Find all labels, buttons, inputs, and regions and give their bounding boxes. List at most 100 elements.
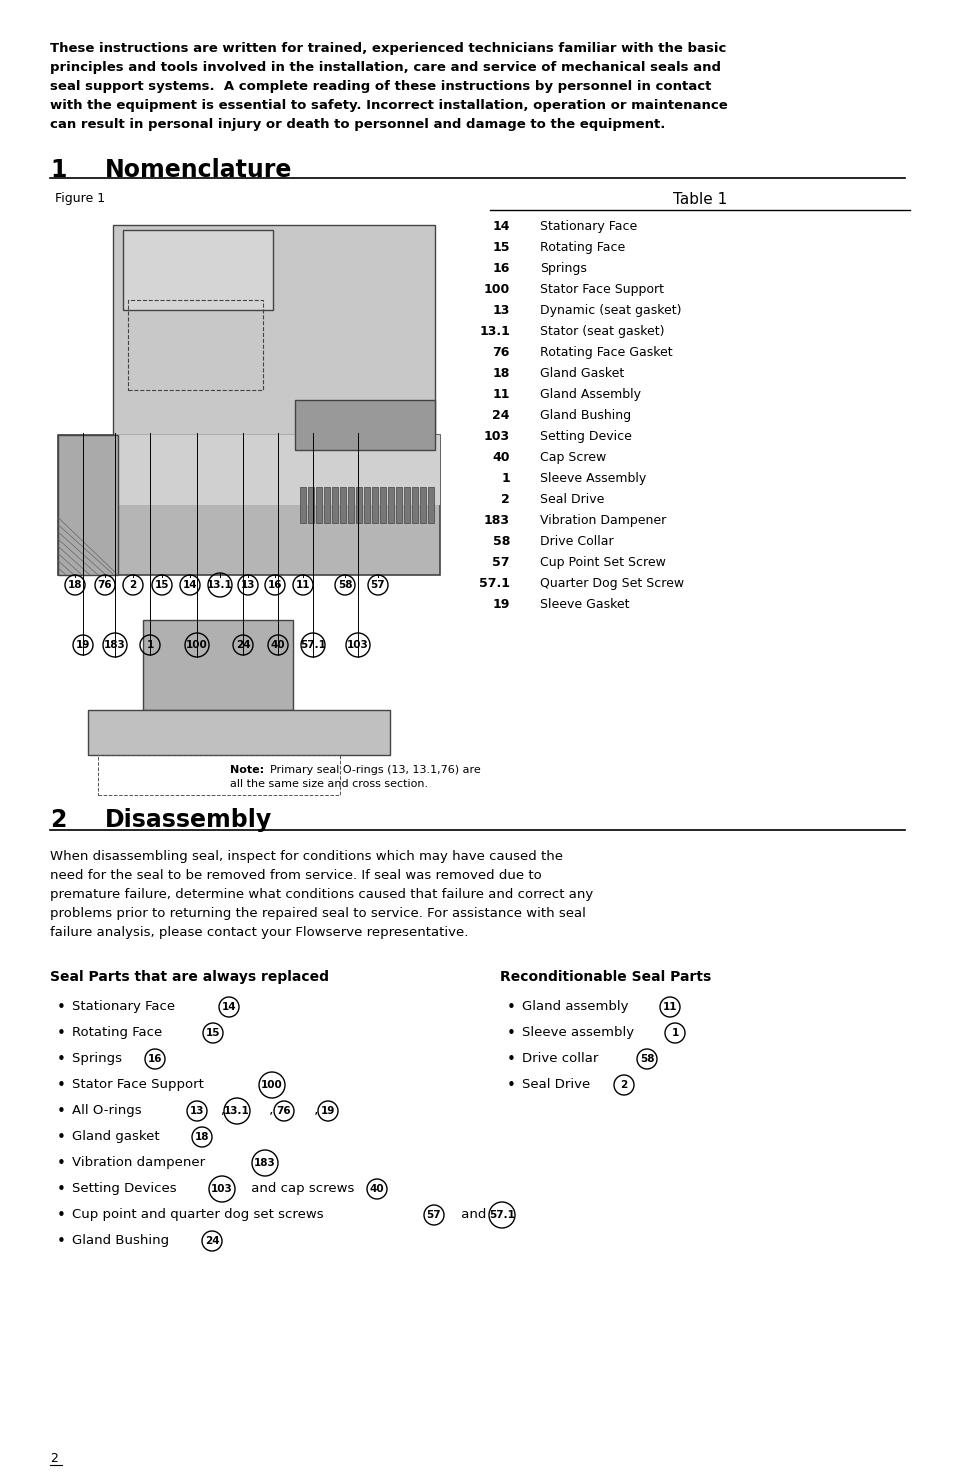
Text: Disassembly: Disassembly <box>105 808 272 832</box>
Bar <box>294 400 435 450</box>
Text: 1: 1 <box>146 640 153 650</box>
Text: 14: 14 <box>492 220 510 233</box>
Text: Gland Assembly: Gland Assembly <box>539 388 640 401</box>
Bar <box>332 487 337 524</box>
Text: 2: 2 <box>500 493 510 506</box>
Text: 24: 24 <box>492 409 510 422</box>
Text: Cap Screw: Cap Screw <box>539 451 605 465</box>
Bar <box>412 487 417 524</box>
Text: 2: 2 <box>619 1080 627 1090</box>
Text: •: • <box>506 1078 516 1093</box>
Text: 13.1: 13.1 <box>478 324 510 338</box>
Bar <box>308 487 314 524</box>
Text: Cup Point Set Screw: Cup Point Set Screw <box>539 556 665 569</box>
Bar <box>355 487 361 524</box>
Text: and: and <box>456 1208 490 1221</box>
Bar <box>88 709 390 755</box>
Text: 13.1: 13.1 <box>207 580 233 590</box>
Text: ,: , <box>310 1103 318 1117</box>
Text: These instructions are written for trained, experienced technicians familiar wit: These instructions are written for train… <box>50 41 725 55</box>
Text: Quarter Dog Set Screw: Quarter Dog Set Screw <box>539 577 683 590</box>
Text: principles and tools involved in the installation, care and service of mechanica: principles and tools involved in the ins… <box>50 60 720 74</box>
Text: •: • <box>57 1156 66 1171</box>
Bar <box>419 487 426 524</box>
Text: Gland Bushing: Gland Bushing <box>539 409 631 422</box>
Text: 18: 18 <box>492 367 510 381</box>
Text: 100: 100 <box>483 283 510 296</box>
Text: •: • <box>506 1000 516 1015</box>
Text: Figure 1: Figure 1 <box>55 192 105 205</box>
Text: premature failure, determine what conditions caused that failure and correct any: premature failure, determine what condit… <box>50 888 593 901</box>
Text: 2: 2 <box>130 580 136 590</box>
Polygon shape <box>58 435 118 575</box>
Text: 183: 183 <box>104 640 126 650</box>
Text: 76: 76 <box>97 580 112 590</box>
Text: 19: 19 <box>492 597 510 611</box>
Text: 76: 76 <box>276 1106 291 1117</box>
Text: 57: 57 <box>371 580 385 590</box>
Text: •: • <box>57 1027 66 1041</box>
Text: 1: 1 <box>500 472 510 485</box>
Text: •: • <box>506 1052 516 1066</box>
Text: Table 1: Table 1 <box>672 192 726 206</box>
Bar <box>372 487 377 524</box>
Text: 13: 13 <box>240 580 255 590</box>
Text: Gland assembly: Gland assembly <box>521 1000 632 1013</box>
Text: 103: 103 <box>483 431 510 442</box>
Text: 15: 15 <box>154 580 169 590</box>
Text: and cap screws: and cap screws <box>247 1181 362 1195</box>
Text: 103: 103 <box>347 640 369 650</box>
Text: Vibration Dampener: Vibration Dampener <box>539 513 665 527</box>
Text: Seal Drive: Seal Drive <box>521 1078 590 1092</box>
Text: 11: 11 <box>492 388 510 401</box>
Text: Setting Device: Setting Device <box>539 431 631 442</box>
Text: Gland Gasket: Gland Gasket <box>539 367 623 381</box>
Text: 40: 40 <box>492 451 510 465</box>
Text: 16: 16 <box>148 1055 162 1063</box>
Text: 57.1: 57.1 <box>489 1210 515 1220</box>
Text: •: • <box>57 1208 66 1223</box>
Text: Sleeve assembly: Sleeve assembly <box>521 1027 638 1038</box>
Bar <box>299 487 306 524</box>
Text: Stationary Face: Stationary Face <box>71 1000 179 1013</box>
Bar <box>123 230 273 310</box>
Bar <box>388 487 394 524</box>
Text: Sleeve Assembly: Sleeve Assembly <box>539 472 645 485</box>
Text: 183: 183 <box>253 1158 275 1168</box>
Text: 13: 13 <box>190 1106 204 1117</box>
Text: 18: 18 <box>68 580 82 590</box>
Bar <box>395 487 401 524</box>
Bar <box>112 226 435 435</box>
Bar <box>339 487 346 524</box>
Text: 1: 1 <box>50 158 67 181</box>
Text: •: • <box>506 1027 516 1041</box>
Text: •: • <box>57 1235 66 1249</box>
Bar <box>58 435 439 575</box>
Text: 19: 19 <box>320 1106 335 1117</box>
Text: Seal Drive: Seal Drive <box>539 493 604 506</box>
Text: 15: 15 <box>206 1028 220 1038</box>
Text: Gland Bushing: Gland Bushing <box>71 1235 173 1246</box>
Bar <box>403 487 410 524</box>
Text: 24: 24 <box>205 1236 219 1246</box>
Text: 100: 100 <box>186 640 208 650</box>
Text: Stationary Face: Stationary Face <box>539 220 637 233</box>
Bar <box>324 487 330 524</box>
Text: 58: 58 <box>337 580 352 590</box>
Text: 2: 2 <box>50 808 67 832</box>
Text: Reconditionable Seal Parts: Reconditionable Seal Parts <box>499 971 711 984</box>
Text: 57.1: 57.1 <box>478 577 510 590</box>
Text: 13.1: 13.1 <box>224 1106 250 1117</box>
Text: 24: 24 <box>235 640 250 650</box>
Text: Gland gasket: Gland gasket <box>71 1130 164 1143</box>
Bar <box>98 755 339 795</box>
Text: •: • <box>57 1052 66 1066</box>
Text: All O-rings: All O-rings <box>71 1103 150 1117</box>
Text: When disassembling seal, inspect for conditions which may have caused the: When disassembling seal, inspect for con… <box>50 850 562 863</box>
Text: 58: 58 <box>639 1055 654 1063</box>
Text: 58: 58 <box>492 535 510 549</box>
Text: Stator Face Support: Stator Face Support <box>71 1078 208 1092</box>
Text: 14: 14 <box>221 1002 236 1012</box>
Text: 57: 57 <box>492 556 510 569</box>
Text: •: • <box>57 1181 66 1198</box>
